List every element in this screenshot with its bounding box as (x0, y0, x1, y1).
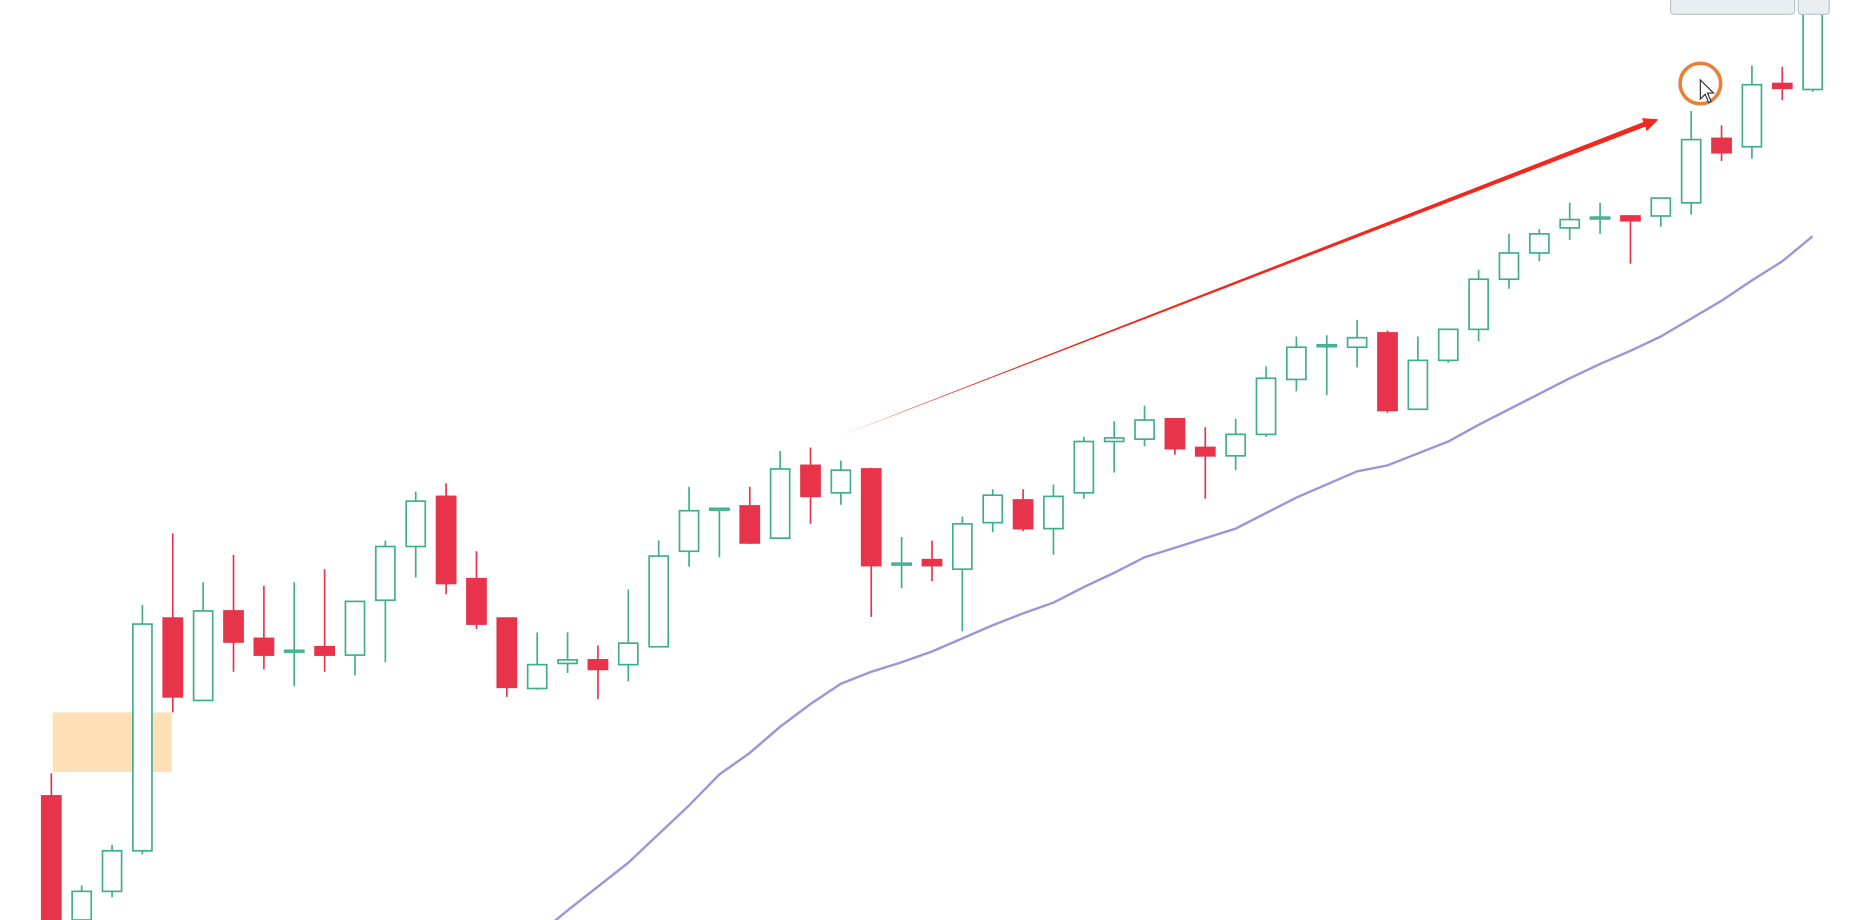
candle-body (982, 494, 1004, 524)
candle-body (1194, 446, 1216, 457)
candle-body (162, 617, 184, 698)
candle-body (496, 617, 518, 689)
candle-body (1711, 137, 1732, 154)
ma-layer (554, 235, 1814, 920)
candle-body (1589, 216, 1611, 220)
candle-body (283, 649, 305, 653)
candle-body (405, 500, 427, 548)
candle-body (921, 558, 943, 567)
candle-body (1771, 82, 1793, 90)
candle-body (1043, 495, 1064, 530)
candle-body (132, 623, 153, 852)
candle-body (253, 637, 275, 656)
toolbar-button[interactable] (1797, 0, 1830, 15)
candle-body (739, 505, 761, 544)
candle-body (951, 523, 973, 571)
candle-body (1134, 419, 1155, 440)
candle-body (1559, 218, 1581, 229)
candle-body (1620, 215, 1641, 222)
candle-body (860, 468, 882, 567)
candle-body (1103, 437, 1125, 443)
candle-body (617, 642, 639, 666)
candle-body (769, 468, 791, 539)
candle-body (648, 555, 670, 648)
candle-body (1316, 344, 1338, 348)
candle-body (1164, 417, 1186, 450)
candle-body (1802, 5, 1824, 91)
trend-arrow-body (841, 121, 1646, 436)
mouse-cursor (1699, 78, 1715, 104)
candle-body (1286, 346, 1307, 381)
candle-body (1650, 197, 1672, 217)
candle-body (344, 600, 366, 656)
toolbar-button[interactable] (1669, 0, 1796, 15)
candle-body (71, 890, 93, 920)
candle-body (1528, 233, 1550, 254)
candle-body (1741, 83, 1763, 148)
highlight-zone (52, 712, 172, 773)
candle-layer (40, 0, 1824, 920)
candle-body (1073, 440, 1095, 494)
candle-body (891, 562, 912, 566)
moving-average-line (554, 235, 1814, 920)
candle-body (466, 577, 487, 625)
candle-body (526, 663, 548, 690)
candle-body (557, 659, 578, 665)
candle-body (1255, 377, 1277, 436)
candle-body (1437, 328, 1459, 362)
candle-body (1498, 252, 1520, 281)
candle-body (1346, 336, 1368, 349)
candle-body (678, 509, 700, 553)
candle-body (101, 849, 123, 893)
candle-body (314, 645, 336, 656)
candle-body (1407, 359, 1429, 411)
candle-body (709, 507, 730, 511)
candle-body (1012, 499, 1034, 530)
candle-body (1225, 433, 1247, 457)
candle-body (192, 610, 214, 702)
candle-body (1377, 332, 1398, 412)
candle-body (40, 795, 62, 920)
candle-body (800, 464, 821, 498)
cursor-highlight (1678, 61, 1723, 106)
candle-body (374, 545, 396, 602)
candle-body (435, 495, 457, 585)
candle-body (830, 469, 852, 494)
candle-body (587, 659, 609, 671)
candle-body (1680, 138, 1702, 204)
candle-body (223, 610, 244, 643)
candle-body (1468, 278, 1489, 331)
